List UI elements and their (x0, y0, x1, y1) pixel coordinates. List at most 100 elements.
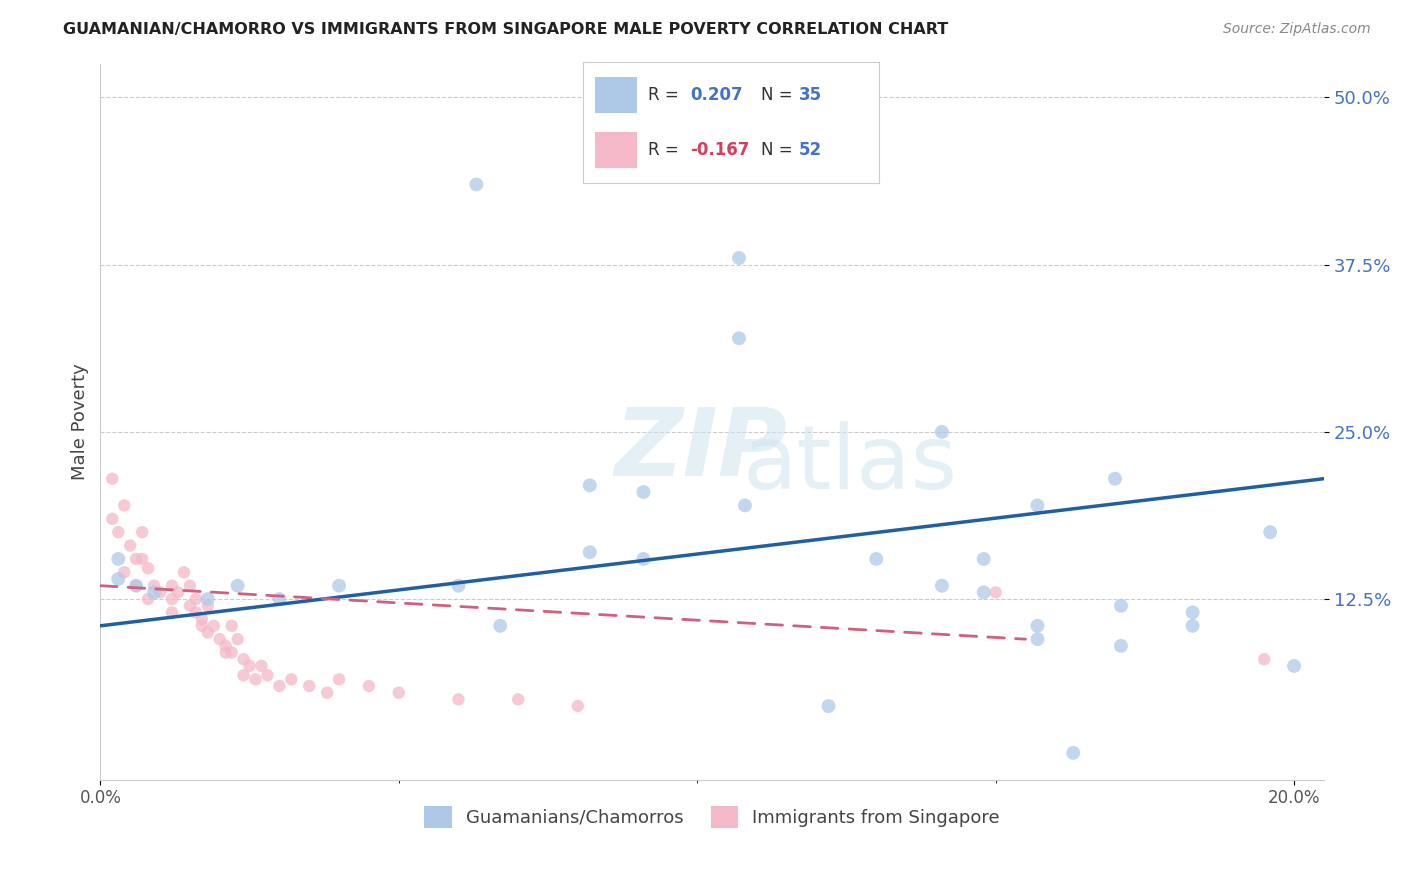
Point (232, 652, 254, 666)
Point (125, 579, 148, 593)
Point (578, 478, 600, 492)
Point (112, 499, 135, 513)
Point (1026, 632, 1049, 647)
Point (633, 552, 655, 566)
Point (215, 639, 238, 653)
Point (131, 552, 153, 566)
Point (931, 579, 953, 593)
Point (973, 552, 995, 566)
Y-axis label: Male Poverty: Male Poverty (72, 363, 89, 480)
Point (179, 579, 201, 593)
Point (508, 692, 530, 706)
Point (567, 699, 589, 714)
Point (1282, 659, 1305, 673)
Text: 0.207: 0.207 (690, 86, 742, 104)
Point (250, 659, 273, 673)
Point (465, 178, 488, 192)
Point (232, 668, 254, 682)
Point (1181, 606, 1204, 620)
Point (298, 679, 321, 693)
Text: R =: R = (648, 141, 685, 160)
Text: ZIP: ZIP (614, 404, 787, 497)
Text: R =: R = (648, 86, 685, 104)
Point (160, 579, 183, 593)
Point (197, 599, 219, 613)
Point (101, 512, 124, 526)
Point (197, 592, 219, 607)
Point (238, 659, 260, 673)
Point (328, 673, 350, 687)
Point (184, 606, 207, 620)
Point (728, 251, 751, 265)
Text: -0.167: -0.167 (690, 141, 749, 160)
Text: atlas: atlas (742, 421, 957, 508)
Point (1104, 472, 1126, 486)
Point (125, 579, 148, 593)
Point (984, 585, 1007, 599)
Point (1109, 599, 1132, 613)
Point (120, 539, 142, 553)
FancyBboxPatch shape (595, 77, 637, 113)
Point (131, 525, 153, 540)
Point (191, 612, 214, 626)
Point (633, 485, 655, 500)
Point (728, 331, 751, 345)
Point (160, 606, 183, 620)
Point (578, 545, 600, 559)
Point (221, 646, 243, 660)
Text: N =: N = (761, 86, 797, 104)
Point (143, 585, 166, 599)
Point (447, 579, 470, 593)
Point (125, 552, 148, 566)
Point (136, 561, 159, 575)
Point (1258, 525, 1281, 540)
Point (973, 585, 995, 599)
Legend: Guamanians/Chamorros, Immigrants from Singapore: Guamanians/Chamorros, Immigrants from Si… (418, 798, 1007, 835)
Point (489, 619, 512, 633)
Point (143, 579, 166, 593)
Point (208, 632, 231, 647)
Point (167, 585, 190, 599)
Point (226, 579, 249, 593)
Point (101, 472, 124, 486)
Point (931, 425, 953, 439)
Point (245, 673, 267, 687)
Point (447, 692, 470, 706)
Point (107, 572, 129, 586)
Point (1181, 619, 1204, 633)
Text: N =: N = (761, 141, 797, 160)
Point (149, 585, 172, 599)
Point (191, 619, 214, 633)
Point (1109, 639, 1132, 653)
Point (734, 499, 756, 513)
Point (107, 525, 129, 540)
Point (107, 552, 129, 566)
Point (160, 592, 183, 607)
Text: 52: 52 (799, 141, 823, 160)
Point (817, 699, 839, 714)
Point (328, 579, 350, 593)
Point (269, 592, 291, 607)
Point (197, 625, 219, 640)
Text: 35: 35 (799, 86, 823, 104)
Point (136, 592, 159, 607)
Point (865, 552, 887, 566)
Point (280, 673, 302, 687)
Point (1253, 652, 1275, 666)
Point (112, 566, 135, 580)
Point (357, 679, 380, 693)
Point (256, 668, 278, 682)
Point (173, 566, 195, 580)
Point (388, 686, 411, 700)
Point (269, 679, 291, 693)
Point (1062, 746, 1084, 760)
Point (202, 619, 225, 633)
Point (221, 619, 243, 633)
Text: Source: ZipAtlas.com: Source: ZipAtlas.com (1223, 22, 1371, 37)
Point (226, 632, 249, 647)
Point (215, 646, 238, 660)
Point (316, 686, 339, 700)
Point (1026, 619, 1049, 633)
Text: GUAMANIAN/CHAMORRO VS IMMIGRANTS FROM SINGAPORE MALE POVERTY CORRELATION CHART: GUAMANIAN/CHAMORRO VS IMMIGRANTS FROM SI… (63, 22, 949, 37)
Point (184, 592, 207, 607)
